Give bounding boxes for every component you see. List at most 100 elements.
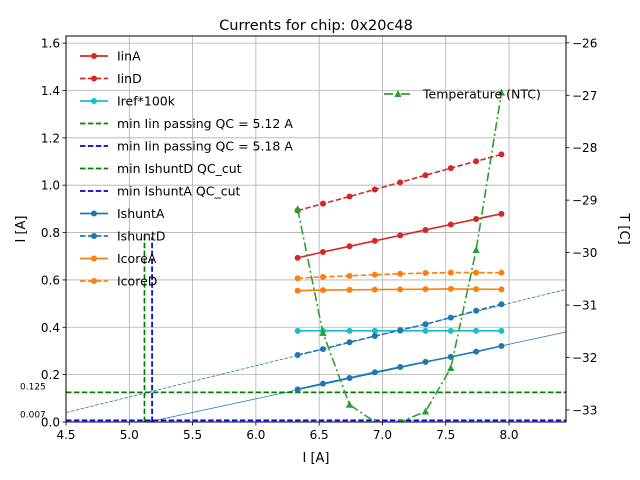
x-tick-label: 4.5 — [56, 428, 75, 442]
data-point — [397, 286, 404, 293]
grid — [65, 36, 566, 423]
legend-label: IinA — [117, 49, 141, 64]
data-point-triangle — [294, 205, 302, 213]
legend-label: IshuntD — [117, 229, 166, 244]
data-point-triangle — [372, 418, 377, 422]
y2-tick-label: −33 — [572, 403, 597, 417]
y-tick-label: 0.8 — [41, 226, 60, 240]
data-point-triangle — [472, 245, 480, 253]
data-point — [346, 286, 353, 293]
legend-label: IcoreA — [117, 251, 157, 266]
y-tick-label: 1.4 — [41, 84, 60, 98]
y2-axis-label: T [C] — [616, 212, 631, 244]
data-point — [346, 243, 353, 250]
legend-marker — [91, 75, 97, 82]
data-point — [422, 172, 429, 179]
data-point — [422, 358, 429, 365]
y-axis-label: I [A] — [14, 215, 29, 242]
y-tick-label: 1.2 — [41, 131, 60, 145]
y-tick-label: 0.6 — [41, 273, 60, 287]
data-point — [422, 286, 429, 293]
legend-marker — [91, 98, 97, 104]
series-line — [297, 271, 502, 280]
data-point — [294, 254, 301, 261]
y2-tick-label: −27 — [572, 89, 597, 103]
legend-label: min Iin passing QC = 5.12 A — [117, 116, 293, 131]
data-point — [447, 221, 454, 228]
data-point — [319, 200, 326, 207]
data-point-triangle — [319, 328, 327, 336]
axis-ticks: 4.5 5.0 5.5 6.0 6.5 7.0 7.5 8.0 0.0 0.2 0.4 0.6 0.8 1… — [20, 36, 597, 442]
data-point — [447, 327, 454, 334]
data-point — [498, 269, 505, 276]
x-axis-label: I [A] — [302, 451, 329, 466]
legend-label: min Iin passing QC = 5.18 A — [117, 139, 293, 154]
legend-entry: min IshuntD QC_cut — [80, 161, 242, 176]
x-tick-label: 5.0 — [120, 428, 139, 442]
legend-marker — [91, 233, 97, 239]
y2-tick-label: −26 — [572, 36, 597, 50]
data-point — [346, 193, 353, 200]
legend-marker — [91, 53, 97, 59]
series-temperature — [294, 88, 506, 422]
data-point — [371, 327, 378, 334]
legend-temperature: Temperature (NTC) — [384, 87, 541, 102]
data-point — [319, 273, 326, 280]
data-point — [371, 237, 378, 244]
y2-tick-label: −28 — [572, 141, 597, 155]
legend-label: IinD — [117, 71, 142, 86]
data-point — [371, 186, 378, 193]
data-point — [397, 270, 404, 277]
data-point — [397, 232, 404, 239]
data-point — [319, 287, 326, 294]
legend-entry: IshuntA — [80, 206, 165, 221]
y2-tick-label: −32 — [572, 351, 597, 365]
data-point — [422, 226, 429, 233]
data-point — [319, 346, 326, 353]
y-tick-label: 1.0 — [41, 179, 60, 193]
series-layer — [66, 88, 566, 422]
x-tick-label: 6.0 — [246, 428, 265, 442]
data-point — [422, 270, 429, 277]
data-point — [473, 286, 480, 293]
data-point-triangle — [447, 363, 455, 371]
y-tick-label: 0.0 — [41, 416, 60, 430]
series-iina — [294, 210, 505, 261]
x-tick-label: 6.5 — [310, 428, 329, 442]
legend-marker — [91, 255, 97, 262]
data-point-triangle — [421, 407, 430, 415]
data-point — [473, 269, 480, 276]
data-point — [371, 369, 378, 376]
data-point-triangle — [398, 418, 403, 422]
data-point — [447, 165, 454, 172]
legend-label: Temperature (NTC) — [422, 87, 541, 102]
legend-entry: min Iin passing QC = 5.12 A — [80, 116, 293, 131]
plot-frame — [65, 35, 567, 423]
legend-marker — [91, 278, 97, 284]
y2-tick-label: −31 — [572, 299, 597, 313]
data-point — [397, 364, 404, 371]
legend-marker — [91, 210, 97, 217]
data-point — [319, 248, 326, 255]
data-point — [473, 158, 480, 165]
data-point — [498, 342, 505, 349]
data-point — [294, 386, 301, 393]
data-point — [346, 327, 353, 334]
data-point — [447, 285, 454, 292]
series-ishuntd — [294, 301, 505, 358]
data-point — [498, 301, 505, 308]
data-point — [397, 179, 404, 186]
data-point — [498, 327, 505, 334]
legend-entry: IshuntD — [80, 229, 166, 244]
data-point — [294, 327, 301, 334]
legend-label: min IshuntA QC_cut — [117, 184, 241, 199]
data-point — [294, 275, 301, 282]
data-point — [294, 287, 301, 294]
legend-label: IcoreD — [117, 274, 157, 289]
data-point — [473, 327, 480, 334]
y2-tick-label: −29 — [572, 194, 597, 208]
qc-horizontal-label: 0.125 — [20, 382, 46, 392]
legend-entry: IinD — [80, 71, 142, 86]
data-point — [498, 151, 505, 158]
